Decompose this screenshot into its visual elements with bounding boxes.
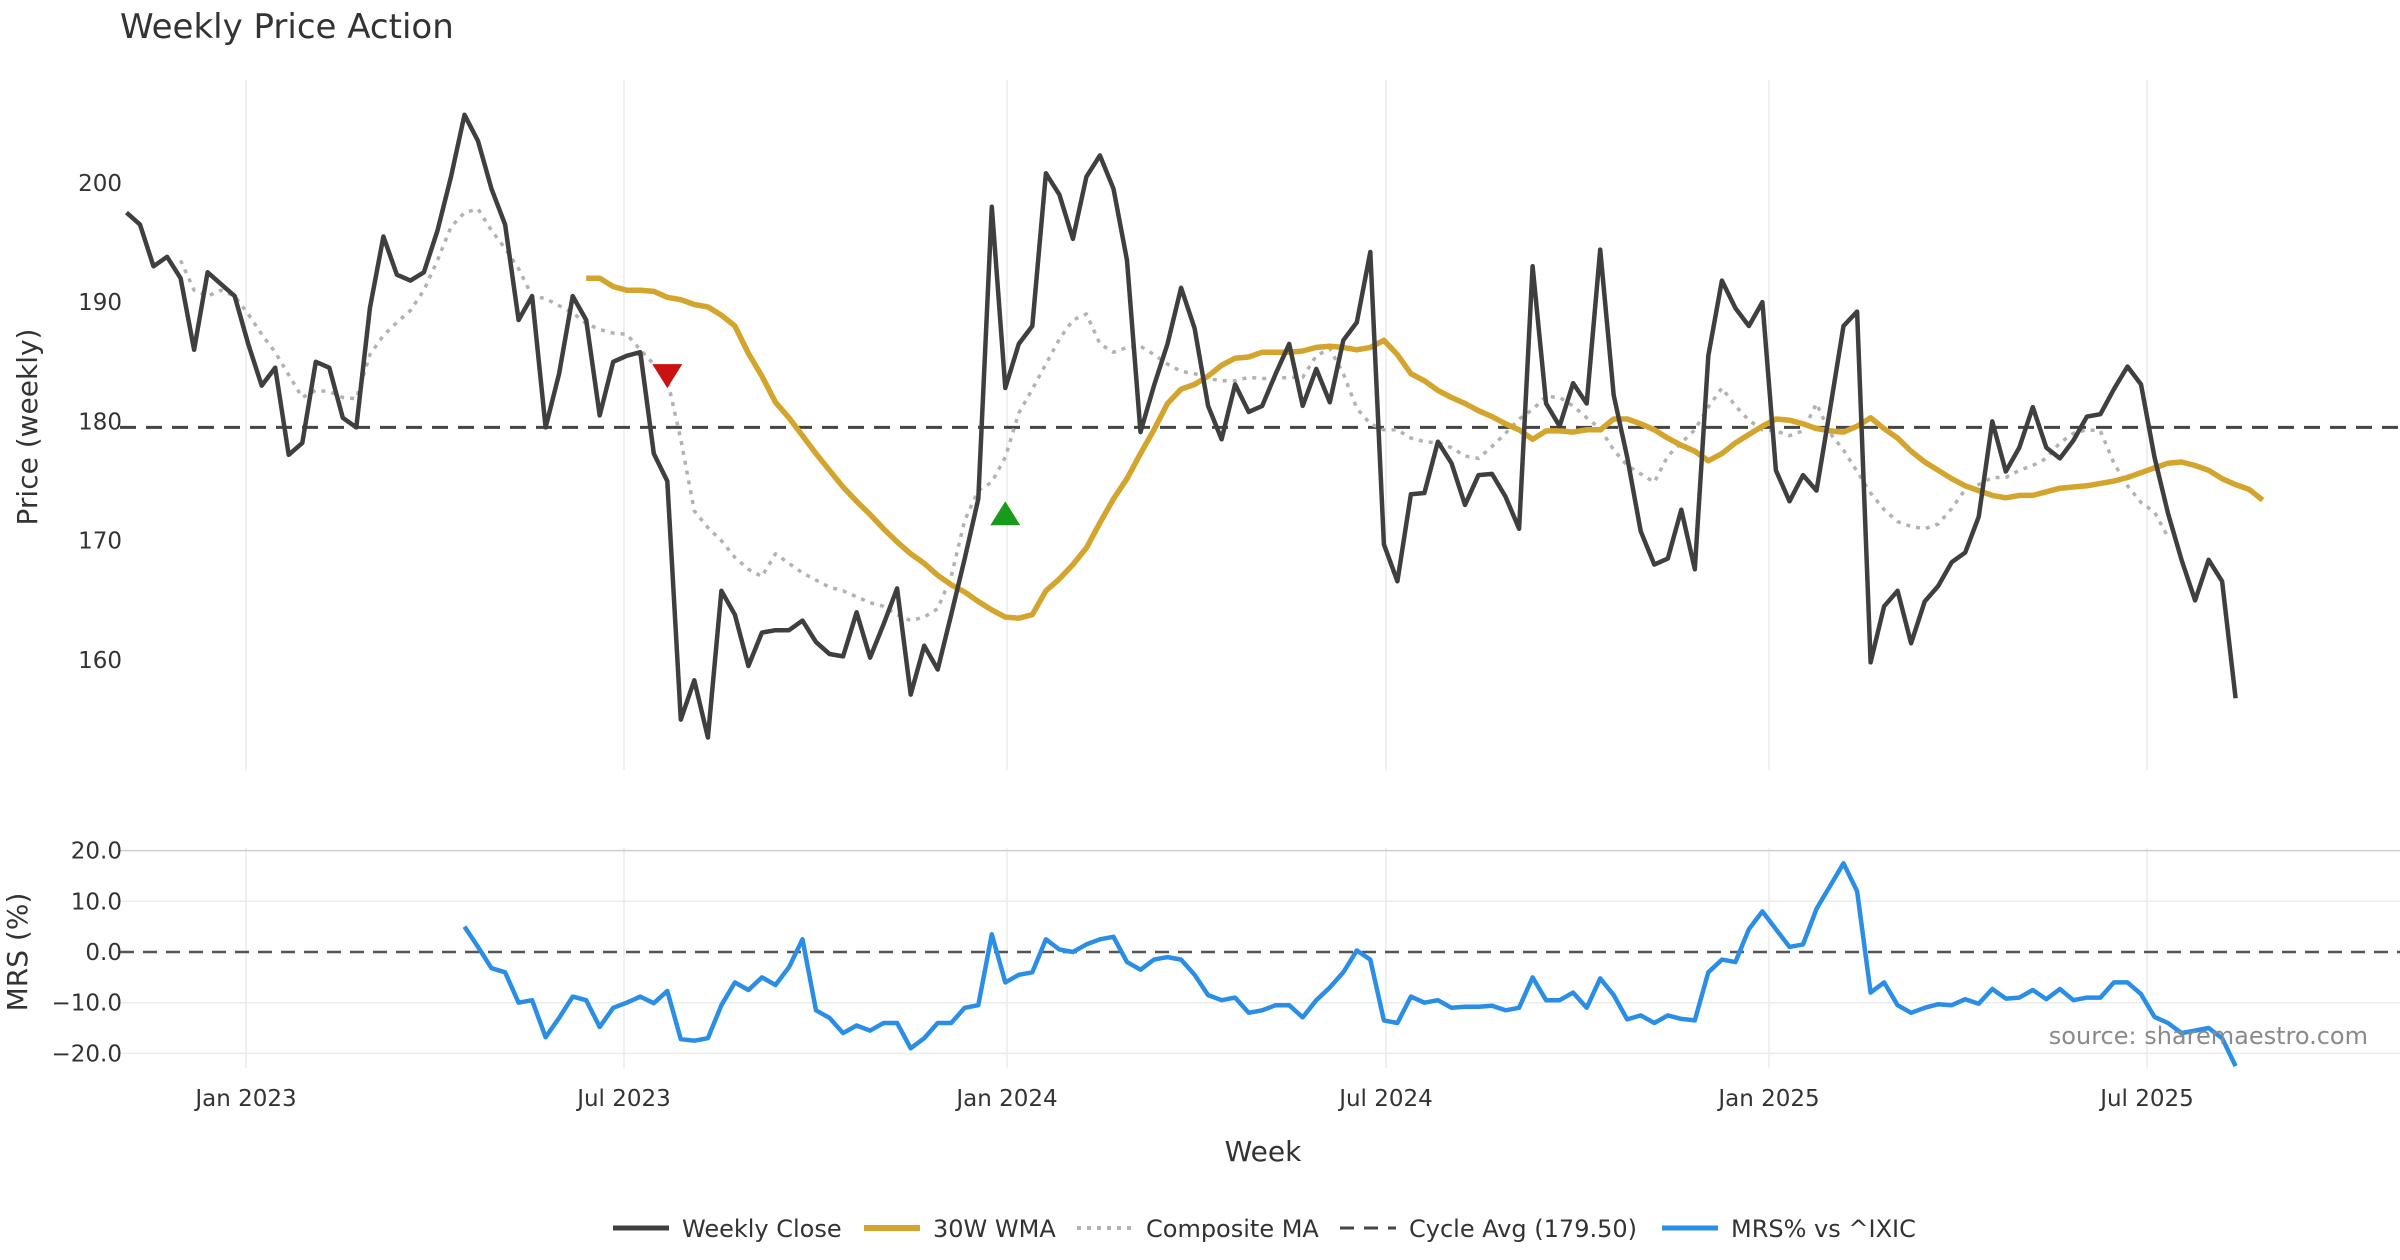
mrs-y-ticks: −20.0 −10.0 0.0 10.0 20.0 [52, 839, 122, 1068]
composite-ma-line [179, 207, 2170, 623]
price-panel: 160 170 180 190 200 Price (weekly) [11, 80, 2400, 770]
mrs-y-tick-label: −20.0 [52, 1041, 122, 1067]
x-axis-label: Week [1225, 1135, 1302, 1168]
price-y-tick-label: 200 [78, 171, 122, 197]
x-tick-label: Jan 2025 [1716, 1086, 1819, 1112]
price-y-axis-label: Price (weekly) [11, 329, 44, 526]
buy-signal-marker [990, 501, 1021, 526]
legend-mrs: MRS% vs ^IXIC [1662, 1215, 1916, 1243]
mrs-panel: −20.0 −10.0 0.0 10.0 20.0 MRS (%) source: sh… [1, 839, 2400, 1068]
price-y-tick-label: 170 [78, 529, 122, 555]
legend-label: Composite MA [1146, 1215, 1319, 1243]
legend-weekly-close: Weekly Close [613, 1215, 842, 1243]
price-y-tick-label: 190 [78, 290, 122, 316]
mrs-line [462, 861, 2238, 1068]
legend-label: MRS% vs ^IXIC [1731, 1215, 1916, 1243]
x-axis-ticks: Jan 2023 Jul 2023 Jan 2024 Jul 2024 Jan 2025… [193, 1086, 2193, 1112]
mrs-y-tick-label: 20.0 [71, 839, 122, 865]
x-tick-label: Jul 2025 [2098, 1086, 2194, 1112]
signal-markers [652, 364, 1021, 526]
legend-composite-ma: Composite MA [1077, 1215, 1319, 1243]
price-y-tick-label: 180 [78, 409, 122, 435]
sell-signal-marker [652, 364, 683, 389]
mrs-series [120, 861, 2400, 1068]
legend-cycle-avg: Cycle Avg (179.50) [1340, 1215, 1637, 1243]
weekly-close-line [125, 112, 2238, 740]
legend-label: Cycle Avg (179.50) [1409, 1215, 1637, 1243]
mrs-gridlines [120, 848, 2400, 1068]
source-credit: source: sharemaestro.com [2049, 1022, 2368, 1050]
mrs-y-axis-label: MRS (%) [1, 893, 34, 1012]
x-tick-label: Jul 2024 [1337, 1086, 1433, 1112]
chart-title: Weekly Price Action [120, 7, 454, 47]
legend-wma-30w: 30W WMA [864, 1215, 1056, 1243]
x-tick-label: Jan 2023 [193, 1086, 296, 1112]
wma-30w-line [586, 275, 2265, 621]
legend-label: Weekly Close [682, 1215, 842, 1243]
mrs-y-tick-label: 0.0 [85, 940, 122, 966]
x-tick-label: Jul 2023 [575, 1086, 671, 1112]
price-series [120, 112, 2400, 740]
x-tick-label: Jan 2024 [954, 1086, 1057, 1112]
price-y-tick-label: 160 [78, 648, 122, 674]
legend-label: 30W WMA [933, 1215, 1056, 1243]
price-y-ticks: 160 170 180 190 200 [78, 171, 122, 674]
mrs-y-tick-label: −10.0 [52, 991, 122, 1017]
mrs-y-tick-label: 10.0 [71, 889, 122, 915]
legend: Weekly Close 30W WMA Composite MA Cycle Avg… [613, 1215, 1916, 1243]
